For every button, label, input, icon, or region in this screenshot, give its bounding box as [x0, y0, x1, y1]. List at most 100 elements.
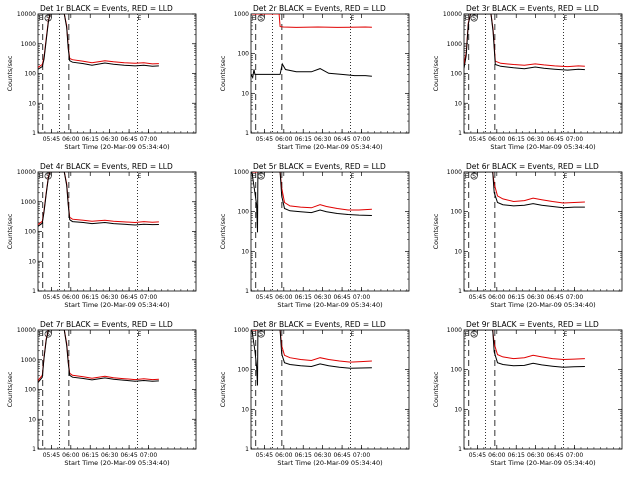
marker-label: E — [351, 15, 355, 22]
series-line-red — [38, 14, 159, 68]
marker-label: E — [465, 331, 469, 338]
x-tick-label: 05:45 — [469, 136, 486, 143]
x-tick-label: 06:30 — [101, 294, 118, 301]
x-axis-label: Start Time (20-Mar-09 05:34:40) — [64, 459, 169, 467]
x-tick-label: 06:15 — [82, 294, 99, 301]
plot-frame — [37, 329, 197, 450]
chart-title: Det 2r BLACK = Events, RED = LLD — [253, 4, 386, 13]
y-tick-label: 100 — [238, 209, 250, 216]
y-tick-label: 100 — [25, 229, 37, 236]
y-tick-label: 1 — [32, 288, 36, 295]
chart-title: Det 7r BLACK = Events, RED = LLD — [40, 320, 173, 329]
series-line-black — [38, 14, 159, 70]
marker-circle — [257, 14, 265, 22]
x-axis-label: Start Time (20-Mar-09 05:34:40) — [64, 301, 169, 309]
series-line-black — [464, 172, 585, 209]
y-tick-label: 10000 — [17, 169, 36, 176]
x-tick-label: 06:15 — [82, 452, 99, 459]
y-tick-label: 100 — [451, 367, 463, 374]
y-tick-label: 1000 — [234, 169, 249, 176]
plot-frame — [37, 13, 197, 134]
series-line-black — [464, 14, 585, 71]
series-line-red — [464, 330, 585, 361]
marker-label: S — [472, 331, 476, 338]
marker-circle — [470, 14, 478, 22]
x-tick-label: 07:00 — [140, 452, 157, 459]
x-tick-label: 06:00 — [275, 452, 292, 459]
x-tick-label: 05:45 — [43, 136, 60, 143]
marker-label: S — [46, 15, 50, 22]
x-tick-label: 06:45 — [120, 294, 137, 301]
x-tick-label: 06:30 — [314, 452, 331, 459]
x-tick-label: 06:00 — [488, 294, 505, 301]
x-tick-label: 06:30 — [314, 136, 331, 143]
marker-label: E — [39, 173, 43, 180]
x-tick-label: 06:30 — [314, 294, 331, 301]
y-axis-label: Counts/sec — [432, 371, 440, 407]
chart-title: Det 9r BLACK = Events, RED = LLD — [466, 320, 599, 329]
x-tick-label: 06:15 — [508, 294, 525, 301]
x-axis-label: Start Time (20-Mar-09 05:34:40) — [490, 143, 595, 151]
x-tick-label: 05:45 — [256, 136, 273, 143]
x-tick-label: 06:15 — [508, 136, 525, 143]
y-tick-label: 1 — [245, 130, 249, 137]
x-tick-label: 05:45 — [43, 294, 60, 301]
x-tick-label: 07:00 — [140, 294, 157, 301]
x-axis-label: Start Time (20-Mar-09 05:34:40) — [277, 143, 382, 151]
marker-label: S — [259, 331, 263, 338]
marker-label: S — [472, 15, 476, 22]
x-tick-label: 06:30 — [527, 136, 544, 143]
chart-title: Det 6r BLACK = Events, RED = LLD — [466, 162, 599, 171]
x-tick-label: 06:45 — [546, 452, 563, 459]
plot-frame — [250, 13, 410, 134]
marker-label: E — [138, 15, 142, 22]
data-series-group — [464, 14, 585, 71]
data-series-group — [464, 330, 585, 368]
y-tick-label: 10 — [28, 258, 36, 265]
chart-panel-7: Det 7r BLACK = Events, RED = LLD 1 10 100 10… — [6, 320, 197, 467]
y-axis-label: Counts/sec — [219, 213, 227, 249]
marker-label: S — [259, 15, 263, 22]
plot-frame — [463, 171, 623, 292]
y-tick-label: 1000 — [21, 199, 36, 206]
y-axis-label: Counts/sec — [219, 55, 227, 91]
marker-label: E — [465, 15, 469, 22]
y-tick-label: 1 — [458, 288, 462, 295]
data-series-group — [251, 14, 372, 80]
marker-label: E — [564, 15, 568, 22]
series-line-black — [38, 172, 159, 227]
chart-panel-5: Det 5r BLACK = Events, RED = LLD 1 10 100 10… — [219, 162, 410, 309]
x-tick-label: 07:00 — [353, 294, 370, 301]
x-tick-label: 05:45 — [469, 452, 486, 459]
data-series-group — [251, 330, 372, 386]
y-axis-label: Counts/sec — [432, 55, 440, 91]
chart-panel-3: Det 3r BLACK = Events, RED = LLD 1 10 100 10… — [432, 4, 623, 151]
x-tick-label: 06:45 — [120, 452, 137, 459]
x-tick-label: 06:00 — [488, 452, 505, 459]
chart-title: Det 4r BLACK = Events, RED = LLD — [40, 162, 173, 171]
y-tick-label: 1000 — [21, 41, 36, 48]
marker-label: E — [351, 331, 355, 338]
series-line-red — [251, 14, 372, 28]
series-line-black — [38, 330, 159, 383]
series-line-black — [251, 172, 372, 233]
y-axis-label: Counts/sec — [6, 213, 14, 249]
plot-frame — [250, 171, 410, 292]
x-tick-label: 06:30 — [101, 136, 118, 143]
y-tick-label: 1 — [458, 130, 462, 137]
y-tick-label: 100 — [451, 71, 463, 78]
y-tick-label: 10 — [28, 416, 36, 423]
y-tick-label: 10 — [241, 248, 249, 255]
chart-title: Det 8r BLACK = Events, RED = LLD — [253, 320, 386, 329]
marker-label: E — [252, 331, 256, 338]
x-axis-label: Start Time (20-Mar-09 05:34:40) — [277, 459, 382, 467]
x-tick-label: 06:15 — [295, 452, 312, 459]
plot-frame — [463, 329, 623, 450]
x-tick-label: 05:45 — [469, 294, 486, 301]
y-axis-label: Counts/sec — [219, 371, 227, 407]
chart-title: Det 5r BLACK = Events, RED = LLD — [253, 162, 386, 171]
x-tick-label: 06:45 — [546, 294, 563, 301]
marker-label: E — [564, 173, 568, 180]
x-axis-label: Start Time (20-Mar-09 05:34:40) — [277, 301, 382, 309]
